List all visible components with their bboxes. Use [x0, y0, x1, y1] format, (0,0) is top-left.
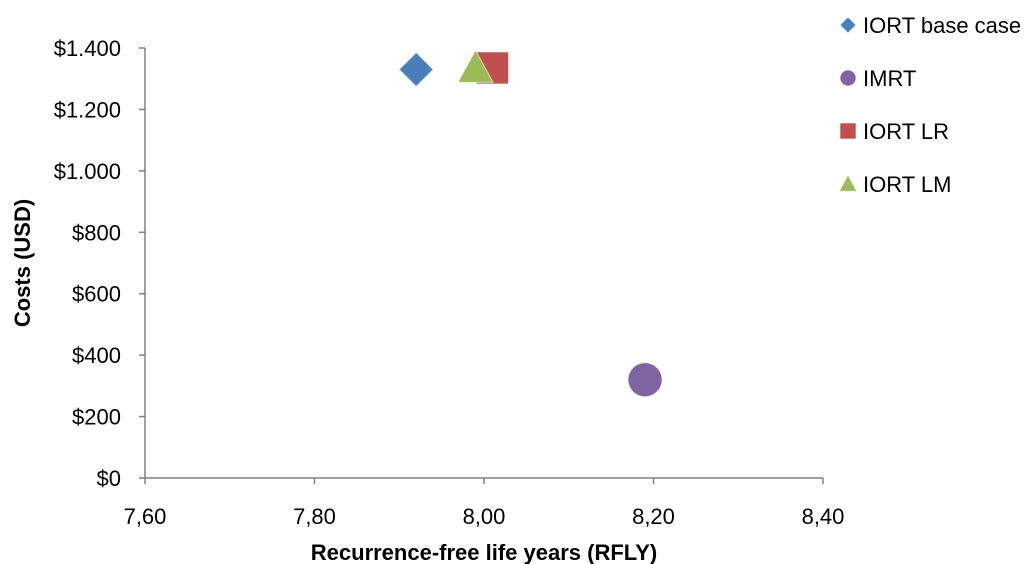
- y-tick-label: $400: [72, 343, 121, 368]
- y-axis-ticks: $0 $200 $400 $600 $800 $1.000 $1.200 $1.400: [54, 36, 145, 491]
- legend-marker-square: [839, 122, 857, 140]
- y-tick-label: $1.200: [54, 97, 121, 122]
- legend-marker-triangle: [838, 174, 858, 192]
- y-tick-label: $800: [72, 220, 121, 245]
- x-tick-label: 8,00: [463, 504, 506, 529]
- x-tick-label: 8,20: [632, 504, 675, 529]
- legend-item: IORT LM: [838, 172, 951, 197]
- legend-label: IORT LR: [863, 119, 949, 144]
- y-axis-title: Costs (USD): [10, 199, 35, 327]
- x-tick-label: 8,40: [802, 504, 845, 529]
- x-tick-label: 7,80: [293, 504, 336, 529]
- legend-marker-diamond: [839, 16, 857, 34]
- data-point-diamond: [398, 51, 434, 88]
- y-tick-label: $1.000: [54, 159, 121, 184]
- data-point-triangle: [457, 49, 494, 83]
- y-tick-label: $200: [72, 405, 121, 430]
- legend-label: IMRT: [863, 66, 916, 91]
- data-point-circle: [627, 362, 663, 398]
- legend-marker-circle: [839, 69, 857, 87]
- data-points: [398, 49, 663, 398]
- legend-item: IMRT: [839, 66, 916, 91]
- legend: IORT base case IMRT IORT LR IORT LM: [838, 13, 1021, 197]
- y-tick-label: $0: [97, 466, 121, 491]
- legend-item: IORT base case: [839, 13, 1021, 38]
- x-axis-title: Recurrence-free life years (RFLY): [311, 540, 657, 564]
- legend-label: IORT LM: [863, 172, 951, 197]
- x-axis-ticks: 7,60 7,80 8,00 8,20 8,40: [124, 478, 845, 529]
- legend-item: IORT LR: [839, 119, 949, 144]
- legend-label: IORT base case: [863, 13, 1021, 38]
- x-tick-label: 7,60: [124, 504, 167, 529]
- y-tick-label: $1.400: [54, 36, 121, 61]
- y-tick-label: $600: [72, 282, 121, 307]
